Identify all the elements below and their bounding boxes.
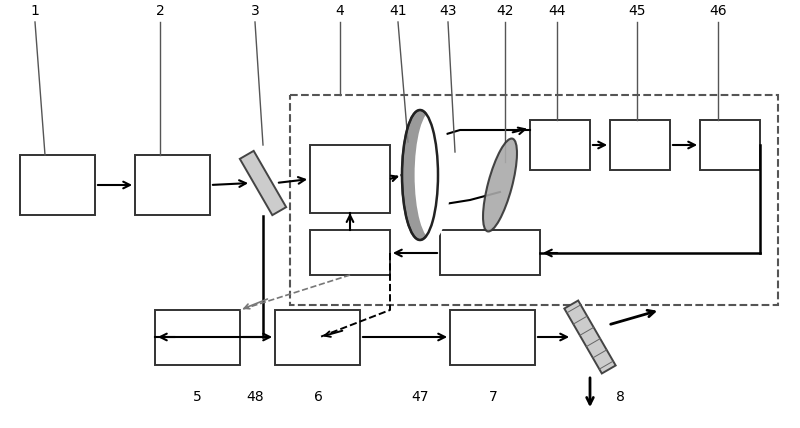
Bar xyxy=(610,120,670,170)
Text: 3: 3 xyxy=(250,4,259,18)
Text: 48: 48 xyxy=(246,390,264,404)
Bar xyxy=(135,155,210,215)
Text: 1: 1 xyxy=(30,4,39,18)
Text: 47: 47 xyxy=(411,390,429,404)
Bar xyxy=(310,145,390,213)
Bar xyxy=(440,230,540,275)
Text: 43: 43 xyxy=(439,4,457,18)
Text: 4: 4 xyxy=(336,4,344,18)
Bar xyxy=(155,310,240,365)
Polygon shape xyxy=(240,151,286,215)
Bar xyxy=(275,310,360,365)
Text: 42: 42 xyxy=(496,4,514,18)
Bar xyxy=(310,230,390,275)
Polygon shape xyxy=(564,300,616,374)
Text: 7: 7 xyxy=(489,390,498,404)
Text: 46: 46 xyxy=(709,4,727,18)
Text: 2: 2 xyxy=(156,4,164,18)
Bar xyxy=(450,310,535,365)
Ellipse shape xyxy=(402,110,438,240)
Bar xyxy=(700,120,760,170)
Text: 8: 8 xyxy=(615,390,625,404)
Text: 6: 6 xyxy=(314,390,322,404)
Ellipse shape xyxy=(483,139,517,232)
Bar xyxy=(290,95,778,305)
Text: 5: 5 xyxy=(193,390,202,404)
Text: 44: 44 xyxy=(548,4,566,18)
Text: 45: 45 xyxy=(628,4,646,18)
Bar xyxy=(530,120,590,170)
Text: 41: 41 xyxy=(389,4,407,18)
Ellipse shape xyxy=(414,110,450,240)
Bar xyxy=(20,155,95,215)
